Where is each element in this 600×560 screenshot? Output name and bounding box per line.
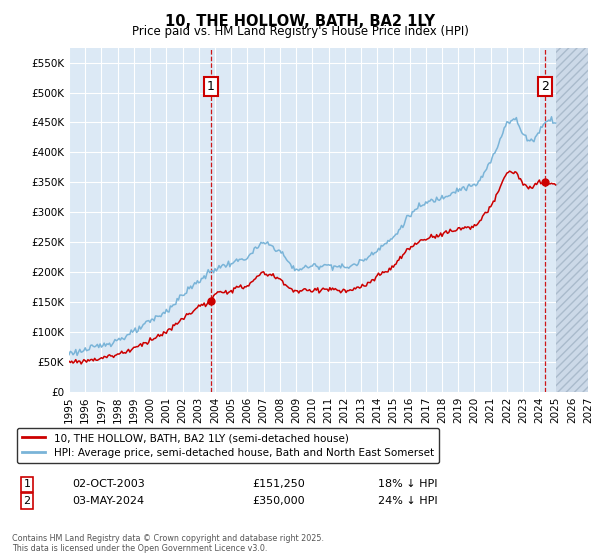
Text: 24% ↓ HPI: 24% ↓ HPI — [378, 496, 437, 506]
Legend: 10, THE HOLLOW, BATH, BA2 1LY (semi-detached house), HPI: Average price, semi-de: 10, THE HOLLOW, BATH, BA2 1LY (semi-deta… — [17, 428, 439, 463]
Text: £350,000: £350,000 — [252, 496, 305, 506]
Text: 1: 1 — [207, 80, 215, 93]
Text: 1: 1 — [23, 479, 31, 489]
Text: 2: 2 — [23, 496, 31, 506]
Text: 18% ↓ HPI: 18% ↓ HPI — [378, 479, 437, 489]
Bar — [556, 48, 588, 392]
Text: 02-OCT-2003: 02-OCT-2003 — [72, 479, 145, 489]
Text: 03-MAY-2024: 03-MAY-2024 — [72, 496, 144, 506]
Text: Contains HM Land Registry data © Crown copyright and database right 2025.
This d: Contains HM Land Registry data © Crown c… — [12, 534, 324, 553]
Text: 10, THE HOLLOW, BATH, BA2 1LY: 10, THE HOLLOW, BATH, BA2 1LY — [165, 14, 435, 29]
Text: £151,250: £151,250 — [252, 479, 305, 489]
Text: Price paid vs. HM Land Registry's House Price Index (HPI): Price paid vs. HM Land Registry's House … — [131, 25, 469, 38]
Text: 2: 2 — [541, 80, 549, 93]
